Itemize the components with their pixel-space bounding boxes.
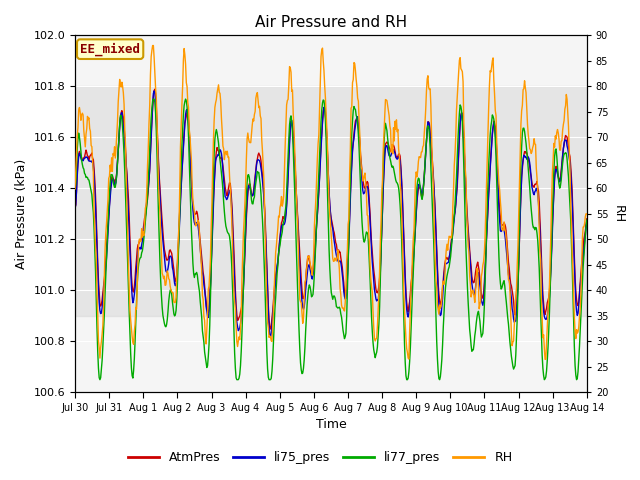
AtmPres (534, 185, 541, 191)
AtmPres (234, 317, 241, 323)
li75_pres (71, 206, 79, 212)
li77_pres (470, 341, 478, 347)
li75_pres (409, 273, 417, 278)
AtmPres (409, 263, 417, 269)
li77_pres (234, 377, 241, 383)
li77_pres (150, 96, 157, 102)
RH (583, 211, 591, 217)
li77_pres (408, 305, 415, 311)
Legend: AtmPres, li75_pres, li77_pres, RH: AtmPres, li75_pres, li77_pres, RH (123, 446, 517, 469)
Y-axis label: RH: RH (612, 205, 625, 223)
Text: EE_mixed: EE_mixed (80, 42, 140, 56)
li77_pres (216, 157, 224, 163)
li77_pres (533, 230, 541, 236)
RH (234, 344, 241, 349)
li75_pres (150, 88, 158, 94)
AtmPres (583, 216, 591, 222)
li75_pres (234, 324, 241, 329)
li77_pres (583, 217, 591, 223)
RH (148, 43, 156, 48)
RH (533, 175, 541, 181)
AtmPres (151, 86, 159, 92)
li75_pres (267, 335, 275, 340)
AtmPres (267, 326, 275, 332)
li75_pres (583, 217, 591, 223)
Y-axis label: Air Pressure (kPa): Air Pressure (kPa) (15, 159, 28, 269)
AtmPres (216, 155, 224, 161)
li75_pres (471, 289, 479, 295)
li75_pres (534, 191, 541, 197)
X-axis label: Time: Time (316, 419, 346, 432)
Line: RH: RH (75, 46, 587, 360)
RH (197, 256, 205, 262)
li77_pres (197, 306, 205, 312)
li77_pres (71, 187, 79, 193)
RH (216, 90, 224, 96)
RH (470, 293, 478, 299)
AtmPres (471, 276, 479, 282)
li77_pres (573, 377, 580, 383)
Title: Air Pressure and RH: Air Pressure and RH (255, 15, 407, 30)
RH (541, 357, 549, 362)
li75_pres (197, 254, 205, 260)
li75_pres (216, 147, 224, 153)
Bar (75, 86, 587, 316)
RH (408, 272, 415, 278)
Line: li75_pres: li75_pres (75, 91, 587, 337)
Line: li77_pres: li77_pres (75, 99, 587, 380)
AtmPres (71, 204, 79, 210)
AtmPres (197, 247, 205, 253)
RH (71, 186, 79, 192)
Line: AtmPres: AtmPres (75, 89, 587, 329)
